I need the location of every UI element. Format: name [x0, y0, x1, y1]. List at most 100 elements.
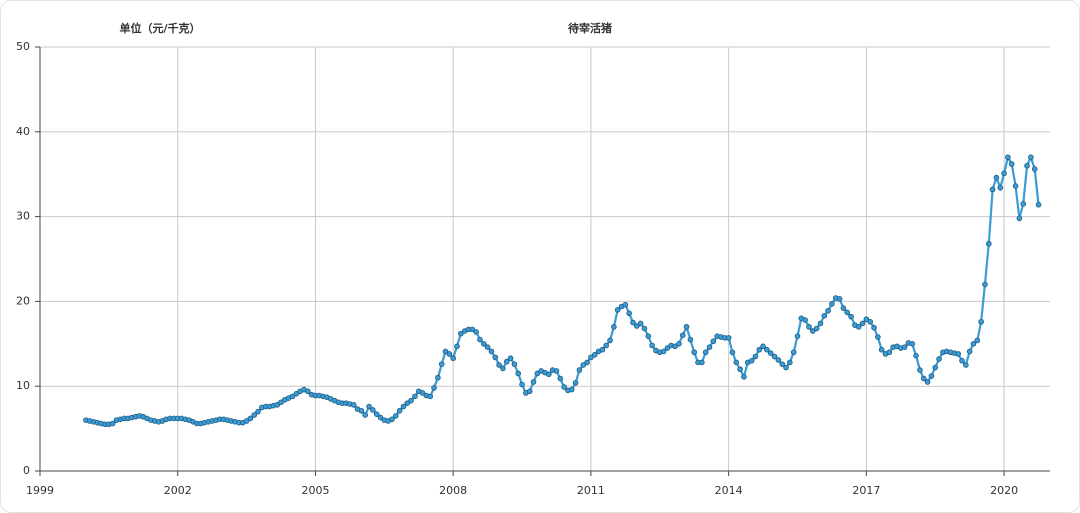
point: [546, 371, 552, 378]
point: [963, 362, 969, 368]
point: [534, 370, 541, 377]
point: [408, 397, 414, 404]
point: [737, 366, 743, 373]
point: [438, 361, 445, 367]
point: [660, 348, 667, 355]
point: [813, 325, 820, 332]
point: [435, 374, 441, 381]
point: [829, 301, 835, 307]
point: [591, 352, 598, 358]
point: [469, 326, 476, 333]
point: [1035, 201, 1042, 208]
point: [863, 316, 870, 323]
point: [304, 388, 311, 395]
point: [484, 344, 491, 350]
point: [764, 346, 770, 353]
point: [400, 403, 407, 410]
point: [997, 184, 1004, 191]
point: [917, 367, 923, 373]
point: [825, 307, 831, 314]
point: [687, 336, 694, 343]
point: [710, 338, 717, 345]
point: [503, 358, 510, 365]
point: [442, 348, 449, 355]
point: [783, 364, 789, 371]
point: [840, 305, 847, 311]
point: [572, 380, 579, 386]
point: [515, 370, 522, 377]
point: [511, 361, 518, 367]
point: [871, 324, 877, 331]
point: [649, 342, 655, 349]
point: [500, 365, 506, 372]
x-tick-label: 2014: [715, 484, 743, 497]
point: [802, 317, 808, 323]
point: [855, 324, 862, 330]
point: [1016, 215, 1023, 222]
point: [607, 337, 613, 344]
point: [412, 393, 418, 400]
point: [955, 351, 961, 357]
point: [936, 356, 942, 362]
point: [794, 333, 801, 339]
point: [293, 391, 300, 397]
point: [691, 349, 698, 356]
point: [377, 414, 384, 421]
point: [446, 351, 453, 357]
point: [733, 359, 740, 366]
point: [473, 329, 479, 335]
point: [637, 320, 644, 327]
point: [974, 337, 981, 344]
point: [821, 313, 828, 319]
y-tick-label: 10: [16, 379, 30, 392]
point: [1008, 161, 1015, 167]
point: [699, 359, 705, 366]
point: [358, 407, 365, 414]
y-axis-label: 单位（元/千克）: [119, 21, 200, 35]
x-tick-label: 2005: [301, 484, 329, 497]
point: [886, 349, 893, 356]
chart-title: 待宰活猪: [567, 21, 612, 35]
point: [626, 310, 632, 317]
point: [580, 362, 587, 368]
point: [756, 346, 763, 353]
point: [844, 309, 851, 316]
point: [729, 349, 736, 356]
point: [404, 400, 411, 406]
point: [557, 375, 564, 382]
point: [924, 379, 931, 385]
point: [450, 355, 456, 362]
point: [982, 281, 988, 288]
y-tick-label: 40: [16, 125, 30, 138]
point: [679, 332, 686, 339]
point: [771, 353, 778, 360]
point: [561, 384, 567, 390]
point: [362, 412, 368, 418]
point: [767, 350, 774, 356]
point: [553, 368, 560, 374]
point: [787, 359, 793, 366]
point: [519, 381, 525, 388]
point: [752, 353, 759, 360]
x-tick-label: 2002: [164, 484, 192, 497]
y-tick-label: 50: [16, 40, 30, 53]
point: [458, 330, 464, 337]
point: [725, 335, 732, 341]
point: [278, 399, 284, 406]
x-tick-label: 2017: [852, 484, 880, 497]
x-tick-label: 2020: [990, 484, 1018, 497]
point: [526, 388, 533, 395]
point: [488, 348, 495, 355]
point: [370, 407, 376, 413]
point: [496, 362, 502, 368]
y-tick-label: 20: [16, 294, 30, 307]
point: [1031, 166, 1038, 172]
point: [251, 412, 258, 418]
point: [366, 403, 372, 410]
point: [966, 348, 973, 355]
point: [431, 385, 437, 391]
y-tick-label: 0: [23, 464, 30, 477]
point: [901, 344, 908, 350]
point: [373, 411, 380, 417]
